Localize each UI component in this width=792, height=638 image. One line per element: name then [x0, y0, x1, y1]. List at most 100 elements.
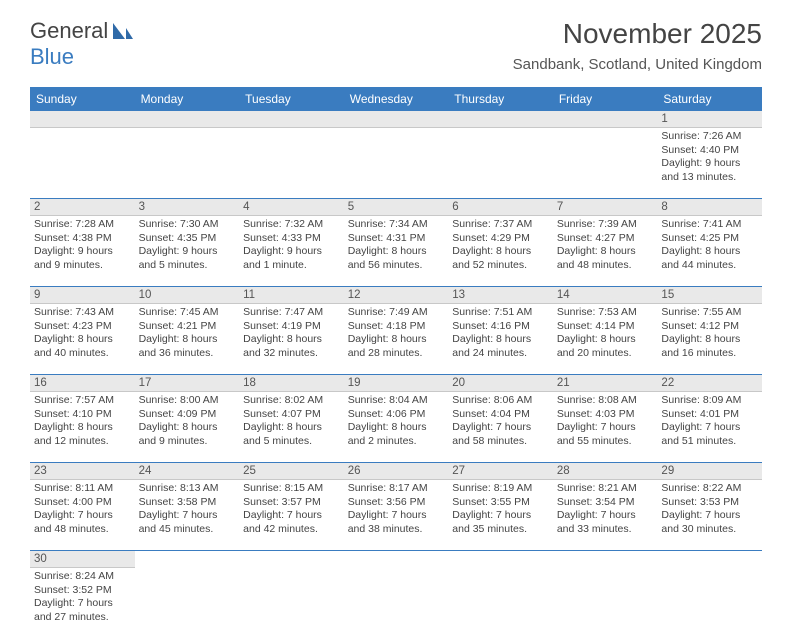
day-cell [448, 568, 553, 638]
header: General November 2025 Sandbank, Scotland… [0, 0, 792, 81]
daylight-1: Daylight: 7 hours [452, 509, 549, 523]
day-cell [344, 568, 449, 638]
logo-text-2: Blue [30, 44, 74, 69]
day-cell [135, 568, 240, 638]
daylight-2: and 2 minutes. [348, 435, 445, 449]
daylight-2: and 42 minutes. [243, 523, 340, 537]
day-cell: Sunrise: 7:34 AMSunset: 4:31 PMDaylight:… [344, 216, 449, 286]
day-number [448, 551, 553, 568]
day-cell [657, 568, 762, 638]
dayname: Sunday [30, 87, 135, 111]
daylight-1: Daylight: 7 hours [348, 509, 445, 523]
daylight-2: and 12 minutes. [34, 435, 131, 449]
day-cell [239, 568, 344, 638]
sunset: Sunset: 4:38 PM [34, 232, 131, 246]
day-cell: Sunrise: 7:43 AMSunset: 4:23 PMDaylight:… [30, 304, 135, 374]
week-row: Sunrise: 7:57 AMSunset: 4:10 PMDaylight:… [30, 392, 762, 463]
sunset: Sunset: 3:56 PM [348, 496, 445, 510]
day-cell: Sunrise: 8:11 AMSunset: 4:00 PMDaylight:… [30, 480, 135, 550]
sunset: Sunset: 4:33 PM [243, 232, 340, 246]
sunset: Sunset: 3:53 PM [661, 496, 758, 510]
day-number [448, 111, 553, 128]
sunrise: Sunrise: 8:00 AM [139, 394, 236, 408]
day-cell: Sunrise: 8:21 AMSunset: 3:54 PMDaylight:… [553, 480, 658, 550]
day-number [135, 111, 240, 128]
sunrise: Sunrise: 8:02 AM [243, 394, 340, 408]
sunset: Sunset: 4:12 PM [661, 320, 758, 334]
daylight-2: and 48 minutes. [34, 523, 131, 537]
daynum-row: 30 [30, 551, 762, 568]
sunrise: Sunrise: 7:53 AM [557, 306, 654, 320]
daylight-2: and 51 minutes. [661, 435, 758, 449]
day-number: 21 [553, 375, 658, 392]
daylight-2: and 5 minutes. [139, 259, 236, 273]
day-cell [135, 128, 240, 198]
day-number [553, 551, 658, 568]
daylight-2: and 27 minutes. [34, 611, 131, 625]
sunrise: Sunrise: 8:24 AM [34, 570, 131, 584]
week-row: Sunrise: 7:26 AMSunset: 4:40 PMDaylight:… [30, 128, 762, 199]
day-number [239, 111, 344, 128]
sunrise: Sunrise: 8:06 AM [452, 394, 549, 408]
sunrise: Sunrise: 8:11 AM [34, 482, 131, 496]
dayname: Saturday [657, 87, 762, 111]
daylight-2: and 1 minute. [243, 259, 340, 273]
day-cell: Sunrise: 8:24 AMSunset: 3:52 PMDaylight:… [30, 568, 135, 638]
daynum-row: 23242526272829 [30, 463, 762, 480]
day-number: 16 [30, 375, 135, 392]
dayname: Wednesday [344, 87, 449, 111]
logo: General [30, 18, 133, 44]
title-block: November 2025 Sandbank, Scotland, United… [513, 18, 762, 73]
day-cell: Sunrise: 8:06 AMSunset: 4:04 PMDaylight:… [448, 392, 553, 462]
daylight-1: Daylight: 8 hours [34, 333, 131, 347]
day-cell: Sunrise: 7:41 AMSunset: 4:25 PMDaylight:… [657, 216, 762, 286]
sunset: Sunset: 3:54 PM [557, 496, 654, 510]
dayname: Friday [553, 87, 658, 111]
daylight-1: Daylight: 8 hours [348, 421, 445, 435]
day-cell: Sunrise: 8:17 AMSunset: 3:56 PMDaylight:… [344, 480, 449, 550]
daylight-2: and 40 minutes. [34, 347, 131, 361]
day-cell: Sunrise: 7:45 AMSunset: 4:21 PMDaylight:… [135, 304, 240, 374]
day-cell: Sunrise: 8:19 AMSunset: 3:55 PMDaylight:… [448, 480, 553, 550]
day-cell: Sunrise: 7:49 AMSunset: 4:18 PMDaylight:… [344, 304, 449, 374]
sunset: Sunset: 3:52 PM [34, 584, 131, 598]
day-cell: Sunrise: 7:30 AMSunset: 4:35 PMDaylight:… [135, 216, 240, 286]
day-cell: Sunrise: 7:51 AMSunset: 4:16 PMDaylight:… [448, 304, 553, 374]
day-cell: Sunrise: 8:22 AMSunset: 3:53 PMDaylight:… [657, 480, 762, 550]
daylight-2: and 9 minutes. [34, 259, 131, 273]
daylight-2: and 52 minutes. [452, 259, 549, 273]
daylight-1: Daylight: 8 hours [139, 333, 236, 347]
day-cell [239, 128, 344, 198]
daylight-2: and 45 minutes. [139, 523, 236, 537]
day-number: 20 [448, 375, 553, 392]
day-number: 6 [448, 199, 553, 216]
daylight-2: and 5 minutes. [243, 435, 340, 449]
day-cell: Sunrise: 7:32 AMSunset: 4:33 PMDaylight:… [239, 216, 344, 286]
sunset: Sunset: 4:04 PM [452, 408, 549, 422]
daylight-1: Daylight: 8 hours [243, 333, 340, 347]
sunset: Sunset: 3:57 PM [243, 496, 340, 510]
daylight-2: and 24 minutes. [452, 347, 549, 361]
day-cell [344, 128, 449, 198]
day-number: 28 [553, 463, 658, 480]
day-number: 26 [344, 463, 449, 480]
sunrise: Sunrise: 7:47 AM [243, 306, 340, 320]
daylight-2: and 55 minutes. [557, 435, 654, 449]
day-number [135, 551, 240, 568]
day-cell: Sunrise: 8:02 AMSunset: 4:07 PMDaylight:… [239, 392, 344, 462]
day-number [344, 111, 449, 128]
day-number: 4 [239, 199, 344, 216]
day-cell: Sunrise: 7:37 AMSunset: 4:29 PMDaylight:… [448, 216, 553, 286]
day-number: 11 [239, 287, 344, 304]
sunrise: Sunrise: 7:32 AM [243, 218, 340, 232]
sunset: Sunset: 4:23 PM [34, 320, 131, 334]
day-cell: Sunrise: 8:15 AMSunset: 3:57 PMDaylight:… [239, 480, 344, 550]
day-number: 1 [657, 111, 762, 128]
daylight-2: and 30 minutes. [661, 523, 758, 537]
day-cell: Sunrise: 8:00 AMSunset: 4:09 PMDaylight:… [135, 392, 240, 462]
day-cell: Sunrise: 7:47 AMSunset: 4:19 PMDaylight:… [239, 304, 344, 374]
month-title: November 2025 [513, 18, 762, 50]
sunrise: Sunrise: 8:21 AM [557, 482, 654, 496]
sunrise: Sunrise: 7:41 AM [661, 218, 758, 232]
daynum-row: 2345678 [30, 199, 762, 216]
